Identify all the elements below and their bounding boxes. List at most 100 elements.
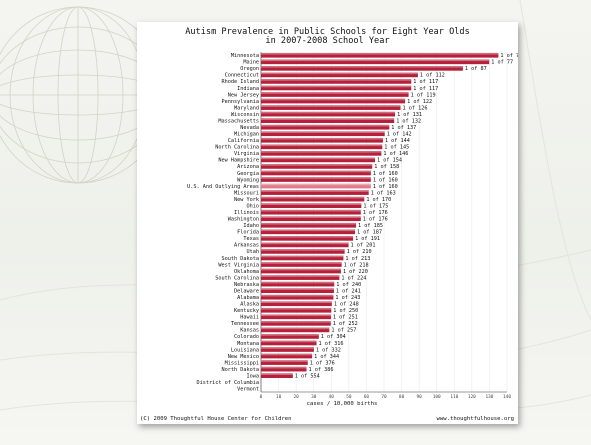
value-label: 1 of 137 — [391, 125, 416, 131]
category-label: U.S. And Outlying Areas — [187, 184, 259, 190]
value-label: 1 of 386 — [309, 367, 334, 373]
bar-shine — [261, 59, 490, 62]
bar-shine — [261, 72, 418, 75]
category-label: New Hampshire — [218, 158, 259, 164]
category-label: Idaho — [243, 223, 259, 229]
x-tick-label: 80 — [399, 394, 405, 400]
category-label: Mississippi — [225, 360, 259, 366]
bar — [261, 353, 313, 359]
bar — [261, 222, 357, 228]
bar-shine — [261, 52, 499, 55]
value-label: 1 of 163 — [371, 190, 396, 196]
value-label: 1 of 201 — [351, 243, 376, 249]
category-label: Wyoming — [237, 177, 259, 183]
category-label: Michigan — [234, 132, 259, 138]
bar — [261, 203, 362, 209]
bar — [261, 65, 463, 71]
value-label: 1 of 224 — [341, 275, 366, 281]
category-label: Pennsylvania — [222, 99, 259, 105]
x-tick-label: 30 — [311, 394, 317, 400]
bar-shine — [261, 157, 376, 160]
bar — [261, 170, 371, 176]
value-label: 1 of 240 — [336, 282, 361, 288]
footer-website: www.thoughtfulhouse.org — [437, 416, 514, 422]
bar-shine — [261, 229, 356, 232]
category-label: Alabama — [237, 295, 259, 301]
bar-shine — [261, 268, 341, 271]
value-label: 1 of 146 — [383, 151, 408, 157]
category-label: Maine — [243, 60, 259, 66]
bar-shine — [261, 327, 330, 330]
chart-card: Autism Prevalence in Public Schools for … — [137, 22, 518, 424]
bar-shine — [261, 170, 371, 173]
bar — [261, 347, 314, 352]
bar-chart: Autism Prevalence in Public Schools for … — [140, 27, 518, 422]
bar-shine — [261, 183, 371, 186]
bar — [261, 366, 307, 372]
bar — [261, 268, 341, 274]
category-label: Wisconsin — [231, 112, 259, 118]
category-label: Oklahoma — [234, 269, 259, 275]
bar-shine — [261, 353, 313, 356]
value-label: 1 of 220 — [343, 269, 368, 275]
bar — [261, 105, 401, 110]
value-label: 1 of 252 — [333, 321, 358, 327]
bar — [261, 275, 340, 280]
bar — [261, 85, 412, 91]
bar — [261, 196, 365, 202]
footer-copyright: (C) 2009 Thoughtful House Center for Chi… — [140, 416, 292, 422]
value-label: 1 of 74 children — [500, 53, 518, 59]
x-tick-label: 20 — [293, 394, 299, 400]
bar — [261, 79, 412, 84]
bar — [261, 164, 373, 169]
value-label: 1 of 158 — [374, 164, 399, 170]
category-label: South Carolina — [215, 275, 259, 281]
bar-shine — [261, 216, 361, 219]
bar — [261, 242, 349, 248]
x-tick-label: 40 — [329, 394, 335, 400]
category-label: Kansas — [240, 328, 259, 334]
bar-shine — [261, 360, 308, 362]
chart-title: Autism Prevalence in Public Schools for … — [185, 27, 470, 37]
bar-shine — [261, 98, 406, 101]
category-label: California — [228, 138, 259, 144]
bar — [261, 288, 334, 294]
bar-shine — [261, 177, 371, 179]
bar-shine — [261, 340, 317, 343]
value-label: 1 of 131 — [397, 112, 422, 118]
category-label: Alaska — [240, 302, 259, 308]
category-label: Minnesota — [231, 53, 259, 59]
category-label: South Dakota — [222, 256, 259, 262]
value-label: 1 of 119 — [411, 92, 436, 98]
category-label: New Mexico — [228, 354, 259, 360]
value-label: 1 of 218 — [344, 262, 369, 268]
bar-shine — [261, 190, 369, 192]
bar — [261, 320, 331, 326]
value-label: 1 of 213 — [345, 256, 370, 262]
bar-shine — [261, 203, 362, 205]
category-label: Massachusetts — [218, 118, 259, 124]
value-label: 1 of 160 — [373, 171, 398, 177]
value-label: 1 of 122 — [407, 99, 432, 105]
bar-shine — [261, 235, 354, 238]
category-label: Hawaii — [240, 315, 259, 321]
bar — [261, 137, 383, 143]
category-label: West Virginia — [218, 262, 259, 268]
value-label: 1 of 187 — [357, 230, 382, 236]
category-label: Tennessee — [231, 321, 259, 327]
bar — [261, 255, 344, 261]
bar — [261, 294, 334, 300]
bar-shine — [261, 164, 373, 166]
bar — [261, 92, 409, 97]
value-label: 1 of 176 — [363, 210, 388, 216]
x-tick-label: 90 — [416, 394, 422, 400]
bar-shine — [261, 255, 344, 258]
bar-shine — [261, 320, 331, 323]
category-label: District of Columbia — [197, 380, 259, 386]
value-label: 1 of 154 — [377, 158, 402, 164]
bar — [261, 209, 361, 215]
bar-shine — [261, 366, 307, 369]
value-label: 1 of 250 — [333, 308, 358, 314]
bar — [261, 216, 361, 222]
bar-shine — [261, 307, 332, 310]
